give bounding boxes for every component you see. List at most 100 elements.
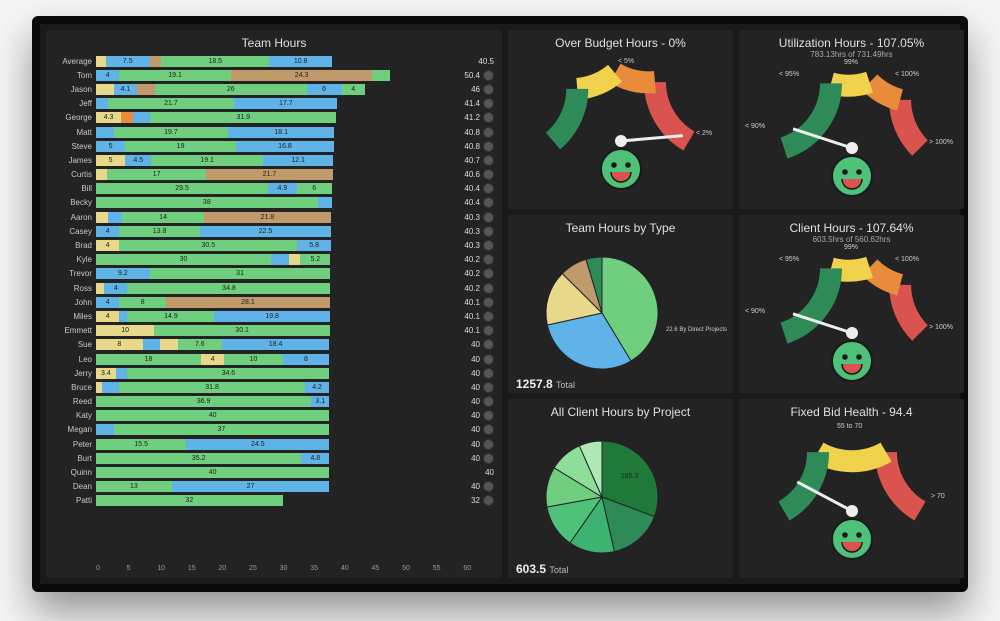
- bar-track: 29.54.96: [96, 183, 461, 194]
- avatar-icon: [483, 396, 494, 407]
- bar-label: George: [54, 113, 96, 122]
- bar-segment: 4: [96, 226, 119, 237]
- avatar-icon: [483, 84, 494, 95]
- bar-label: Bruce: [54, 383, 96, 392]
- bar-label: Jeff: [54, 99, 96, 108]
- panel-fixed-bid: Fixed Bid Health - 94.4 55 to 70> 70: [739, 399, 964, 578]
- bar-total: 40.5: [475, 57, 494, 66]
- avatar-icon: [483, 169, 494, 180]
- bar-label: Miles: [54, 312, 96, 321]
- bar-segment: 14.9: [127, 311, 214, 322]
- bar-track: 419.124.3: [96, 70, 461, 81]
- pie-client-project: 185.3603.5 Total: [508, 421, 733, 578]
- bar-total: 40.1: [461, 298, 480, 307]
- bar-list: Average7.518.510.840.5Tom419.124.350.4Ja…: [46, 52, 502, 563]
- bar-segment: 10: [96, 325, 154, 336]
- bar-total: 40.8: [461, 142, 480, 151]
- bar-total: 40: [468, 482, 480, 491]
- pie-hours-by-type: 1257.8 Total22.6 By Direct Projects: [508, 237, 733, 394]
- gauge-svg: [743, 238, 961, 388]
- bar-segment: [96, 98, 108, 109]
- bar-total: 40: [468, 397, 480, 406]
- bar-label: Curtis: [54, 170, 96, 179]
- bar-row: Dean132740: [54, 480, 494, 494]
- bar-row: Trevor9.23140.2: [54, 267, 494, 281]
- bar-track: 430.55.8: [96, 240, 461, 251]
- bar-track: 31.84.2: [96, 382, 468, 393]
- bar-track: 4.331.9: [96, 112, 461, 123]
- gauge-fixed-bid: 55 to 70> 70: [739, 421, 964, 572]
- bar-label: Leo: [54, 355, 96, 364]
- pie-svg: [512, 238, 730, 388]
- bar-total: 40: [468, 340, 480, 349]
- bar-row: Katy4040: [54, 409, 494, 423]
- slice-label: 185.3: [620, 473, 638, 480]
- bar-segment: 30.1: [154, 325, 330, 336]
- avatar-icon: [483, 254, 494, 265]
- bar-track: 54.519.112.1: [96, 155, 461, 166]
- bar-total: 40.4: [461, 198, 480, 207]
- bar-row: Leo18410840: [54, 352, 494, 366]
- bar-segment: 18.5: [161, 56, 269, 67]
- bar-row: Emmett1030.140.1: [54, 324, 494, 338]
- avatar-icon: [483, 240, 494, 251]
- avatar-icon: [483, 297, 494, 308]
- happy-face-icon: [601, 149, 641, 189]
- bar-segment: 4: [96, 297, 119, 308]
- avatar-icon: [483, 481, 494, 492]
- x-tick: 45: [371, 565, 402, 572]
- bar-segment: [96, 169, 107, 180]
- avatar-icon: [483, 112, 494, 123]
- bar-segment: [318, 197, 332, 208]
- bar-segment: 15.5: [96, 439, 186, 450]
- bar-track: 1721.7: [96, 169, 461, 180]
- bar-total: 40.8: [461, 128, 480, 137]
- bar-segment: 34.8: [127, 283, 330, 294]
- bar-total: 40.6: [461, 170, 480, 179]
- bar-segment: [289, 254, 301, 265]
- bar-segment: 8: [96, 339, 143, 350]
- happy-face-icon: [832, 519, 872, 559]
- bar-track: 1421.8: [96, 212, 461, 223]
- bar-track: 1327: [96, 481, 468, 492]
- panel-client-hours: Client Hours - 107.64% 603.5hrs of 560.6…: [739, 215, 964, 394]
- bar-track: 51916.8: [96, 141, 461, 152]
- bar-row: Sue87.618.440: [54, 338, 494, 352]
- bar-segment: 24.3: [231, 70, 373, 81]
- gauge-svg: [743, 53, 961, 203]
- bar-segment: 12.1: [263, 155, 334, 166]
- bar-total: 40: [468, 425, 480, 434]
- bar-row: Megan3740: [54, 423, 494, 437]
- bar-segment: [102, 382, 120, 393]
- bar-label: Katy: [54, 411, 96, 420]
- bar-label: Sue: [54, 340, 96, 349]
- bar-track: 40: [96, 410, 468, 421]
- x-tick: 55: [433, 565, 464, 572]
- bar-segment: 4: [201, 354, 224, 365]
- bar-segment: [96, 127, 114, 138]
- bar-segment: [96, 424, 114, 435]
- title-client-project: All Client Hours by Project: [508, 399, 733, 421]
- bar-row: Curtis1721.740.6: [54, 168, 494, 182]
- bar-label: Jerry: [54, 369, 96, 378]
- bar-segment: 3.1: [311, 396, 329, 407]
- bar-total: 41.4: [461, 99, 480, 108]
- bar-total: 40: [482, 468, 494, 477]
- bar-track: 305.2: [96, 254, 461, 265]
- bar-segment: 21.7: [206, 169, 333, 180]
- gauge-client-hours: < 90%< 95%99%< 100%> 100%: [739, 244, 964, 394]
- bar-row: James54.519.112.140.7: [54, 153, 494, 167]
- bar-track: 37: [96, 424, 468, 435]
- bar-total: 40: [468, 454, 480, 463]
- bar-label: Megan: [54, 425, 96, 434]
- bar-row: John4828.140.1: [54, 295, 494, 309]
- avatar-icon: [483, 155, 494, 166]
- bar-segment: [96, 84, 114, 95]
- x-tick: 35: [310, 565, 341, 572]
- bar-segment: [137, 84, 155, 95]
- bar-total: 40.7: [461, 156, 480, 165]
- bar-segment: 17: [107, 169, 206, 180]
- bar-label: Tom: [54, 71, 96, 80]
- bar-track: 4828.1: [96, 297, 461, 308]
- dashboard-frame: Team Hours Average7.518.510.840.5Tom419.…: [32, 16, 968, 592]
